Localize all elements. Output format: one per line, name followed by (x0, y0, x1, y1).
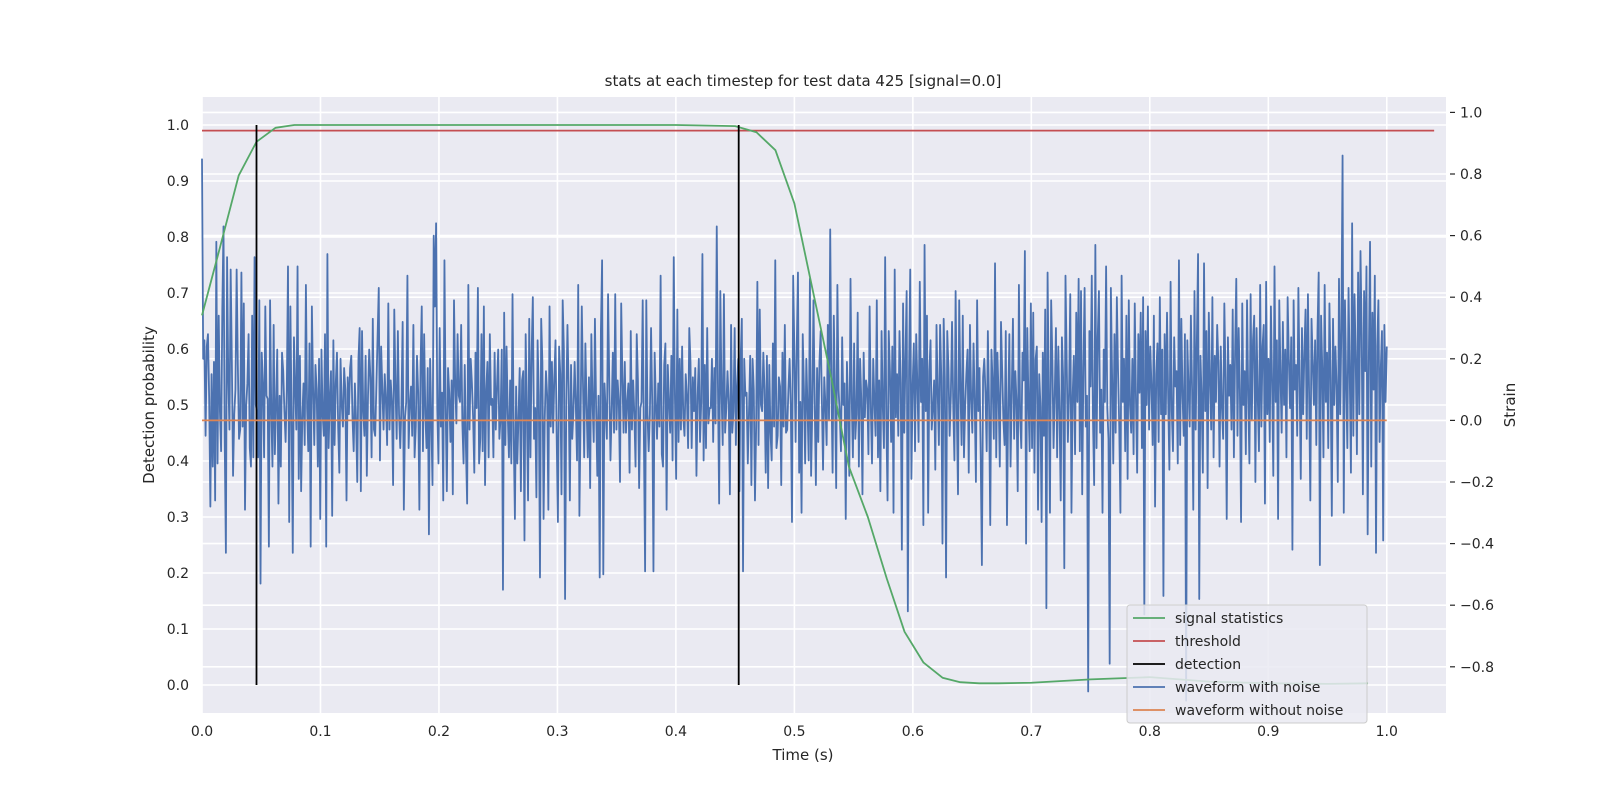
y-tick-label-left: 0.1 (167, 622, 189, 638)
x-tick-label: 0.1 (309, 724, 331, 740)
legend-entry-label: detection (1175, 657, 1241, 673)
y-tick-label-right: 0.2 (1460, 352, 1482, 368)
series-waveform-with-noise-line (201, 154, 1388, 702)
x-tick-label: 0.8 (1139, 724, 1161, 740)
y-tick-label-left: 0.6 (167, 342, 189, 358)
y-tick-label-right: 0.0 (1460, 413, 1482, 429)
y-tick-label-left: 0.8 (167, 230, 189, 246)
y-tick-label-left: 0.2 (167, 566, 189, 582)
x-tick-label: 0.3 (546, 724, 568, 740)
legend-entry-label: threshold (1175, 634, 1241, 650)
x-tick-label: 0.6 (902, 724, 924, 740)
y-tick-label-right: −0.4 (1460, 537, 1494, 553)
y-tick-label-right: 0.4 (1460, 290, 1482, 306)
y-tick-label-right: −0.6 (1460, 598, 1494, 614)
x-axis: 0.0 0.1 0.2 0.3 0.4 0.5 0.6 0.7 0.8 0.9 1.0 (191, 724, 1398, 740)
legend-entry-label: waveform without noise (1175, 703, 1343, 719)
y-axis-left-label: Detection probability (140, 326, 158, 484)
y-axis-right-label: Strain (1501, 383, 1519, 427)
y-tick-label-right: −0.2 (1460, 475, 1494, 491)
y-tick-label-left: 0.5 (167, 398, 189, 414)
x-tick-label: 0.5 (783, 724, 805, 740)
y-tick-label-left: 0.9 (167, 174, 189, 190)
y-tick-label-left: 0.0 (167, 678, 189, 694)
x-tick-label: 1.0 (1376, 724, 1398, 740)
y-tick-label-left: 0.4 (167, 454, 189, 470)
series-signal-statistics-line (201, 124, 1368, 685)
series-layer (201, 124, 1435, 702)
x-tick-label: 0.2 (428, 724, 450, 740)
x-tick-label: 0.0 (191, 724, 213, 740)
x-tick-label: 0.7 (1020, 724, 1042, 740)
legend: signal statistics threshold detection wavef… (1126, 604, 1368, 724)
legend-entry-label: waveform with noise (1175, 680, 1320, 696)
y-tick-label-right: 1.0 (1460, 105, 1482, 121)
y-axis-left: 0.0 0.1 0.2 0.3 0.4 0.5 0.6 0.7 0.8 0.9 1.0 (167, 118, 189, 694)
y-tick-label-right: 0.8 (1460, 167, 1482, 183)
legend-box (1126, 604, 1368, 724)
x-tick-label: 0.4 (665, 724, 687, 740)
y-tick-label-left: 1.0 (167, 118, 189, 134)
x-axis-label: Time (s) (772, 746, 834, 764)
y-axis-right: −0.8 −0.6 −0.4 −0.2 0.0 0.2 0.4 0.6 0.8 1.0 (1450, 105, 1494, 676)
y-tick-label-right: −0.8 (1460, 660, 1494, 676)
chart-title: stats at each timestep for test data 425… (605, 72, 1002, 90)
x-tick-label: 0.9 (1257, 724, 1279, 740)
y-tick-label-left: 0.3 (167, 510, 189, 526)
y-tick-label-right: 0.6 (1460, 229, 1482, 245)
y-tick-label-left: 0.7 (167, 286, 189, 302)
legend-entry-label: signal statistics (1175, 611, 1283, 627)
